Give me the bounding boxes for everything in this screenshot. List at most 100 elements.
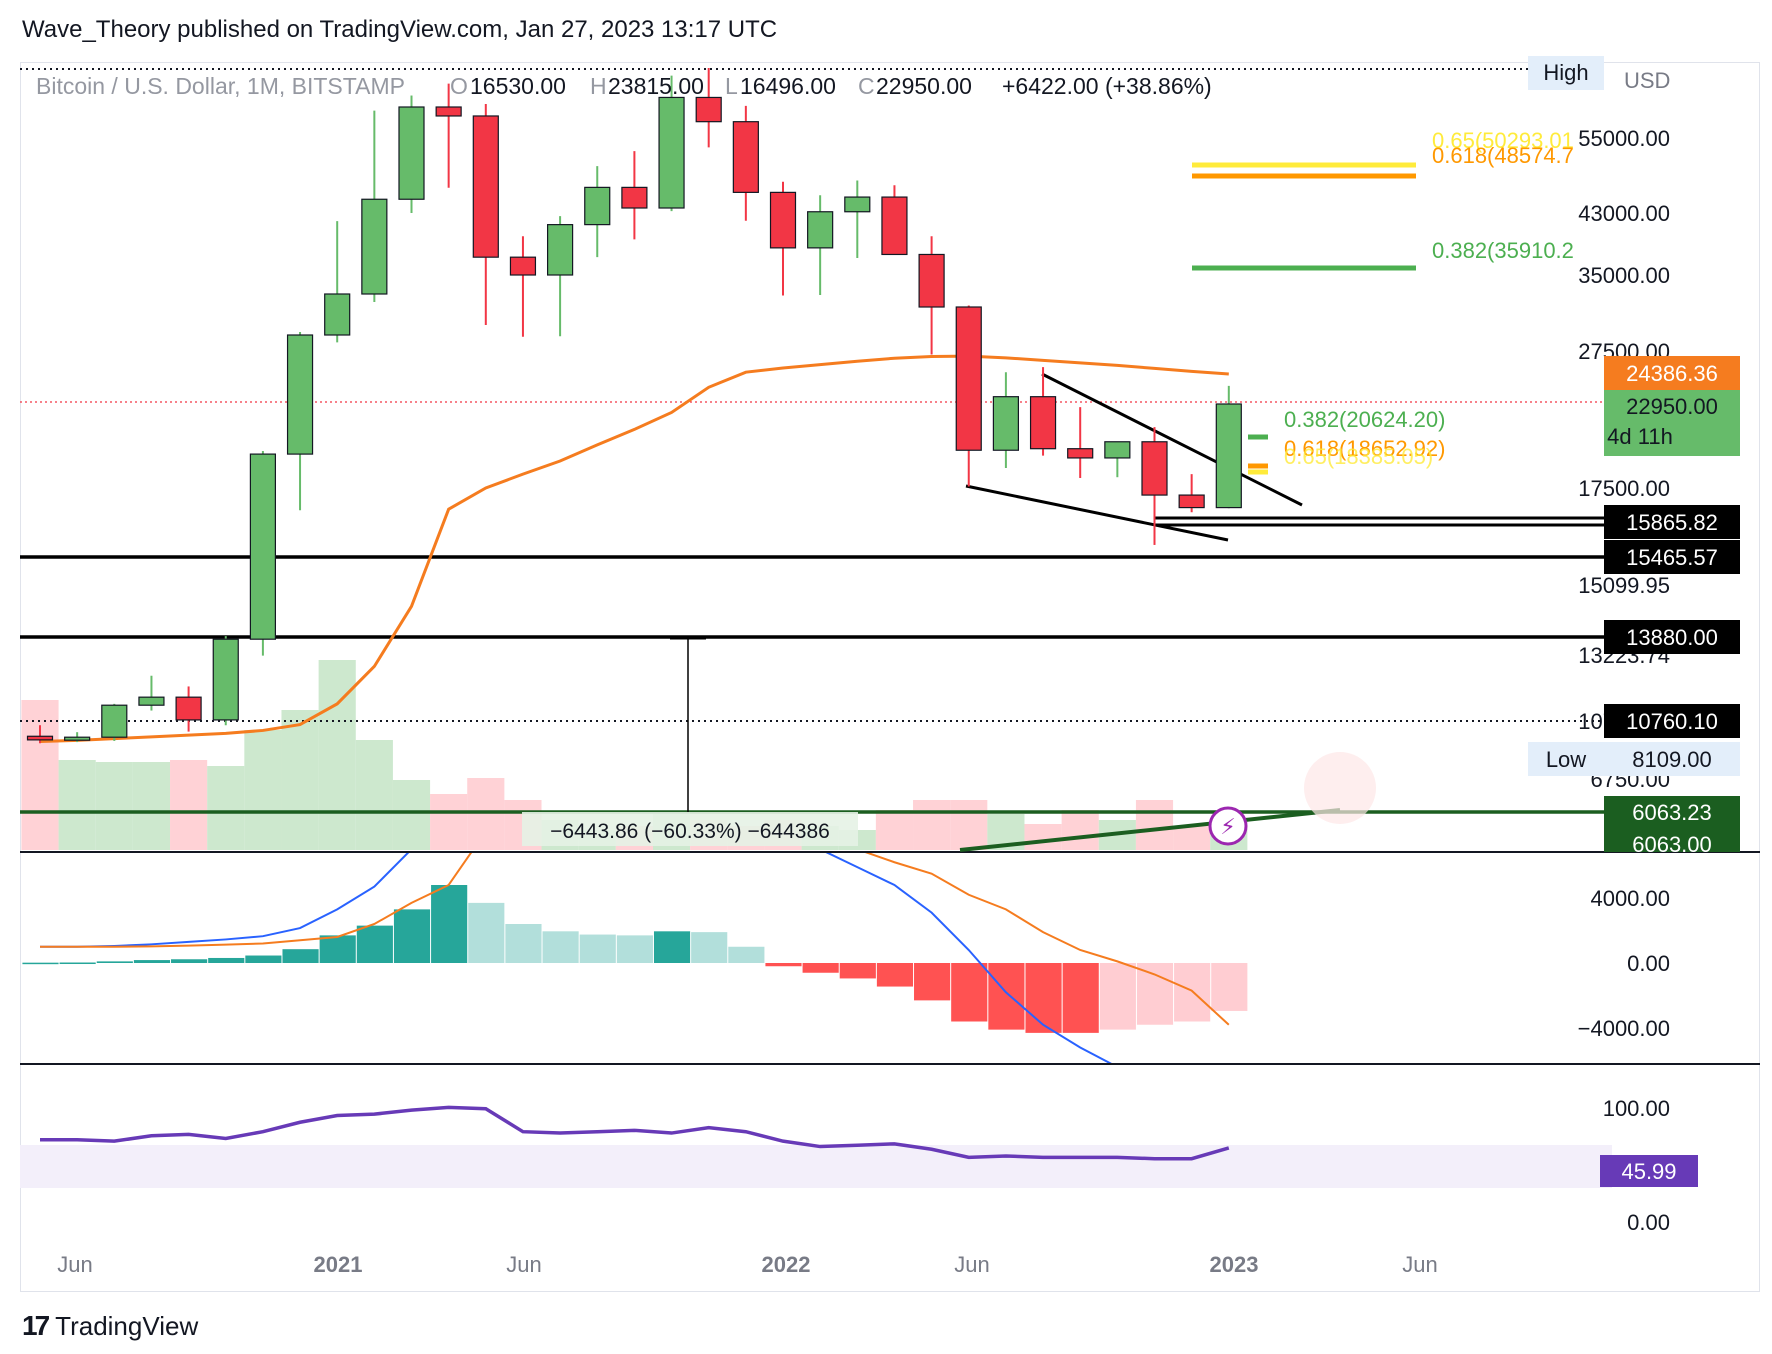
candle-body [546,224,574,276]
volume-bar [1173,826,1211,850]
candle-body [324,293,351,336]
low-value-badge [1604,742,1740,776]
macd-tick-label: −4000.00 [1578,1016,1670,1041]
volume-bar [244,730,282,850]
volume-bar [21,700,59,850]
publish-header: Wave_Theory published on TradingView.com… [22,16,778,43]
legend-open-label: O [450,73,468,99]
candle-body [138,696,165,706]
macd-pane: 4000.00 0.00 −4000.00 [22,853,1670,1063]
level-badge [1604,704,1740,738]
time-tick-label: 2021 [314,1252,363,1277]
candle-body [26,735,54,741]
price-tick-label: 17500.00 [1578,476,1670,501]
green-level-label: 6063.23 [1632,800,1712,825]
volume-bar [132,762,171,850]
candle-body [1178,494,1205,509]
macd-hist-bar [282,949,319,963]
candle-body [1029,396,1057,450]
low-value-label: 8109.00 [1632,747,1712,772]
fib-label: 0.65(18385.05) [1284,444,1433,469]
volume-bar [355,740,393,850]
green-level-badge [1604,796,1740,828]
measure-label-bg [522,812,858,846]
level-badge [1604,505,1740,539]
volume-bar [281,710,319,850]
macd-hist-bar [245,955,282,963]
candles[interactable] [26,68,1242,744]
level-badge-label: 15465.57 [1626,545,1718,570]
volume-bar [1024,824,1062,850]
legend-low-value: 16496.00 [740,73,836,99]
macd-hist-bar [802,963,839,973]
macd-hist-bar [653,931,691,963]
volume-bar [392,780,431,850]
legend-open-value: 16530.00 [470,73,566,99]
volume-bar [318,660,356,850]
macd-hist-bar [133,960,171,963]
rsi-tick-label: 100.00 [1603,1096,1670,1121]
legend-close-label: C [858,73,875,99]
time-tick-label: Jun [954,1252,989,1277]
trend-lines[interactable]: ⚡ [959,372,1376,852]
low-label: Low [1546,747,1586,772]
macd-hist-bar [691,932,728,963]
rsi-last-badge [1600,1155,1698,1187]
tradingview-wordmark: TradingView [55,1310,199,1341]
candle-body [918,253,945,308]
time-tick-label: Jun [1402,1252,1437,1277]
candle-body [695,96,722,123]
macd-line [40,853,1112,1063]
macd-hist-bar [1136,963,1174,1025]
fib-label: 0.618(48574.7 [1432,143,1574,168]
legend-change-value: +6422.00 (+38.86%) [1002,73,1212,99]
time-tick-label: Jun [57,1252,92,1277]
time-axis[interactable]: Jun 2021 Jun 2022 Jun 2023 Jun [57,1252,1437,1277]
candle-body [992,396,1020,451]
candle-body [658,96,685,209]
ema-value-badge [1604,356,1740,390]
candle-body [732,121,759,193]
level-badge [1604,540,1740,574]
horizontal-levels[interactable]: −6443.86 (−60.33%) −644386 [20,516,1612,846]
macd-hist-bar [951,963,988,1022]
candle-body [621,186,648,209]
candle-body [769,191,797,249]
macd-hist-bar [468,902,505,963]
macd-hist-bar [356,925,393,963]
volume-bar [170,760,208,850]
candle-body [101,704,128,738]
candle-body [212,638,239,721]
rsi-divergence-line [959,808,1341,852]
candle-body [881,196,908,256]
volume-bar [58,760,96,850]
tradingview-brand[interactable]: 17 TradingView [22,1310,198,1342]
wedge-lower-line [965,484,1229,542]
candle-body [1067,448,1094,459]
fib-levels[interactable]: 0.65(50293.010.618(48574.7 0.382(35910.2 0… [1192,128,1574,475]
grid-lines [20,68,1760,1065]
volume-bar [467,778,505,850]
high-badge [1528,56,1604,90]
chart-frame [20,62,1760,1292]
candle-body [249,453,276,640]
legend-close-value: 22950.00 [876,73,972,99]
volume-bar [1135,800,1174,850]
lightning-icon: ⚡ [1220,814,1235,839]
macd-hist-bar [96,961,133,963]
macd-signal-line [40,853,1230,1026]
macd-hist-bar [616,935,653,963]
candle-body [398,106,425,200]
macd-tick-label: 0.00 [1627,951,1670,976]
legend-high-label: H [590,73,607,99]
volume-area [21,660,1248,850]
candle-body [955,306,982,451]
candle-body [1215,403,1242,509]
price-axis[interactable]: 55000.0043000.0035000.0027500.0017500.00… [1528,56,1740,857]
volume-bar [430,794,468,850]
legend-high-value: 23815.00 [608,73,704,99]
volume-bar [875,810,914,850]
candle-body [1104,441,1131,459]
level-badge [1604,620,1740,654]
